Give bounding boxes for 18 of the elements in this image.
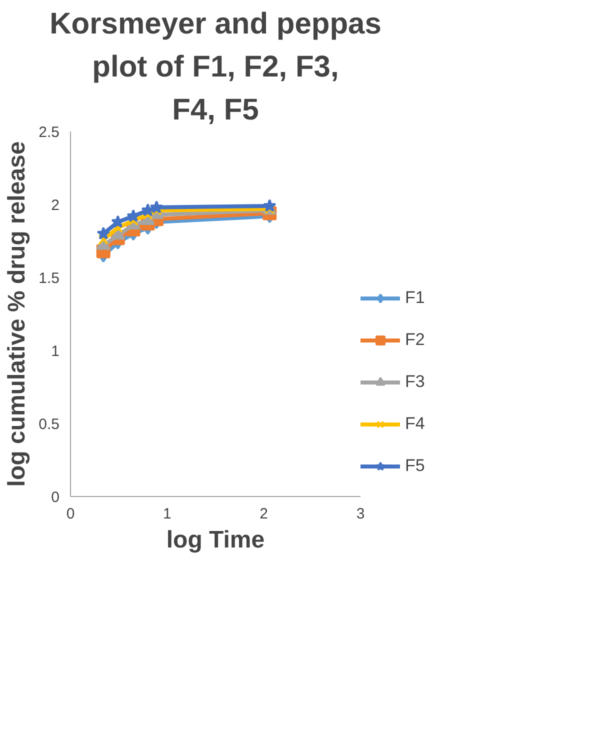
chart-title: Korsmeyer and peppas plot of F1, F2, F3, F4, F5 [50,8,382,126]
x-tick-label: 3 [356,506,365,522]
y-tick-label: 2.5 [38,124,60,141]
y-tick-label: 1 [51,343,60,360]
x-tick-label: 2 [260,506,268,522]
legend-label: F2 [405,330,425,350]
y-tick-label: 1.5 [38,270,60,287]
y-axis-title: log cumulative % drug release [4,141,31,487]
legend-label: F5 [405,456,425,476]
x-tick-label: 0 [66,506,75,522]
y-tick-label: 0 [51,489,60,506]
y-tick-label: 2 [51,197,60,214]
x-tick-label: 1 [162,506,172,522]
legend-label: F1 [405,288,425,308]
y-tick-label: 0.5 [38,416,60,433]
x-axis-title: log Time [166,526,265,554]
legend-label: F4 [405,414,425,434]
legend-label: F3 [405,372,425,392]
